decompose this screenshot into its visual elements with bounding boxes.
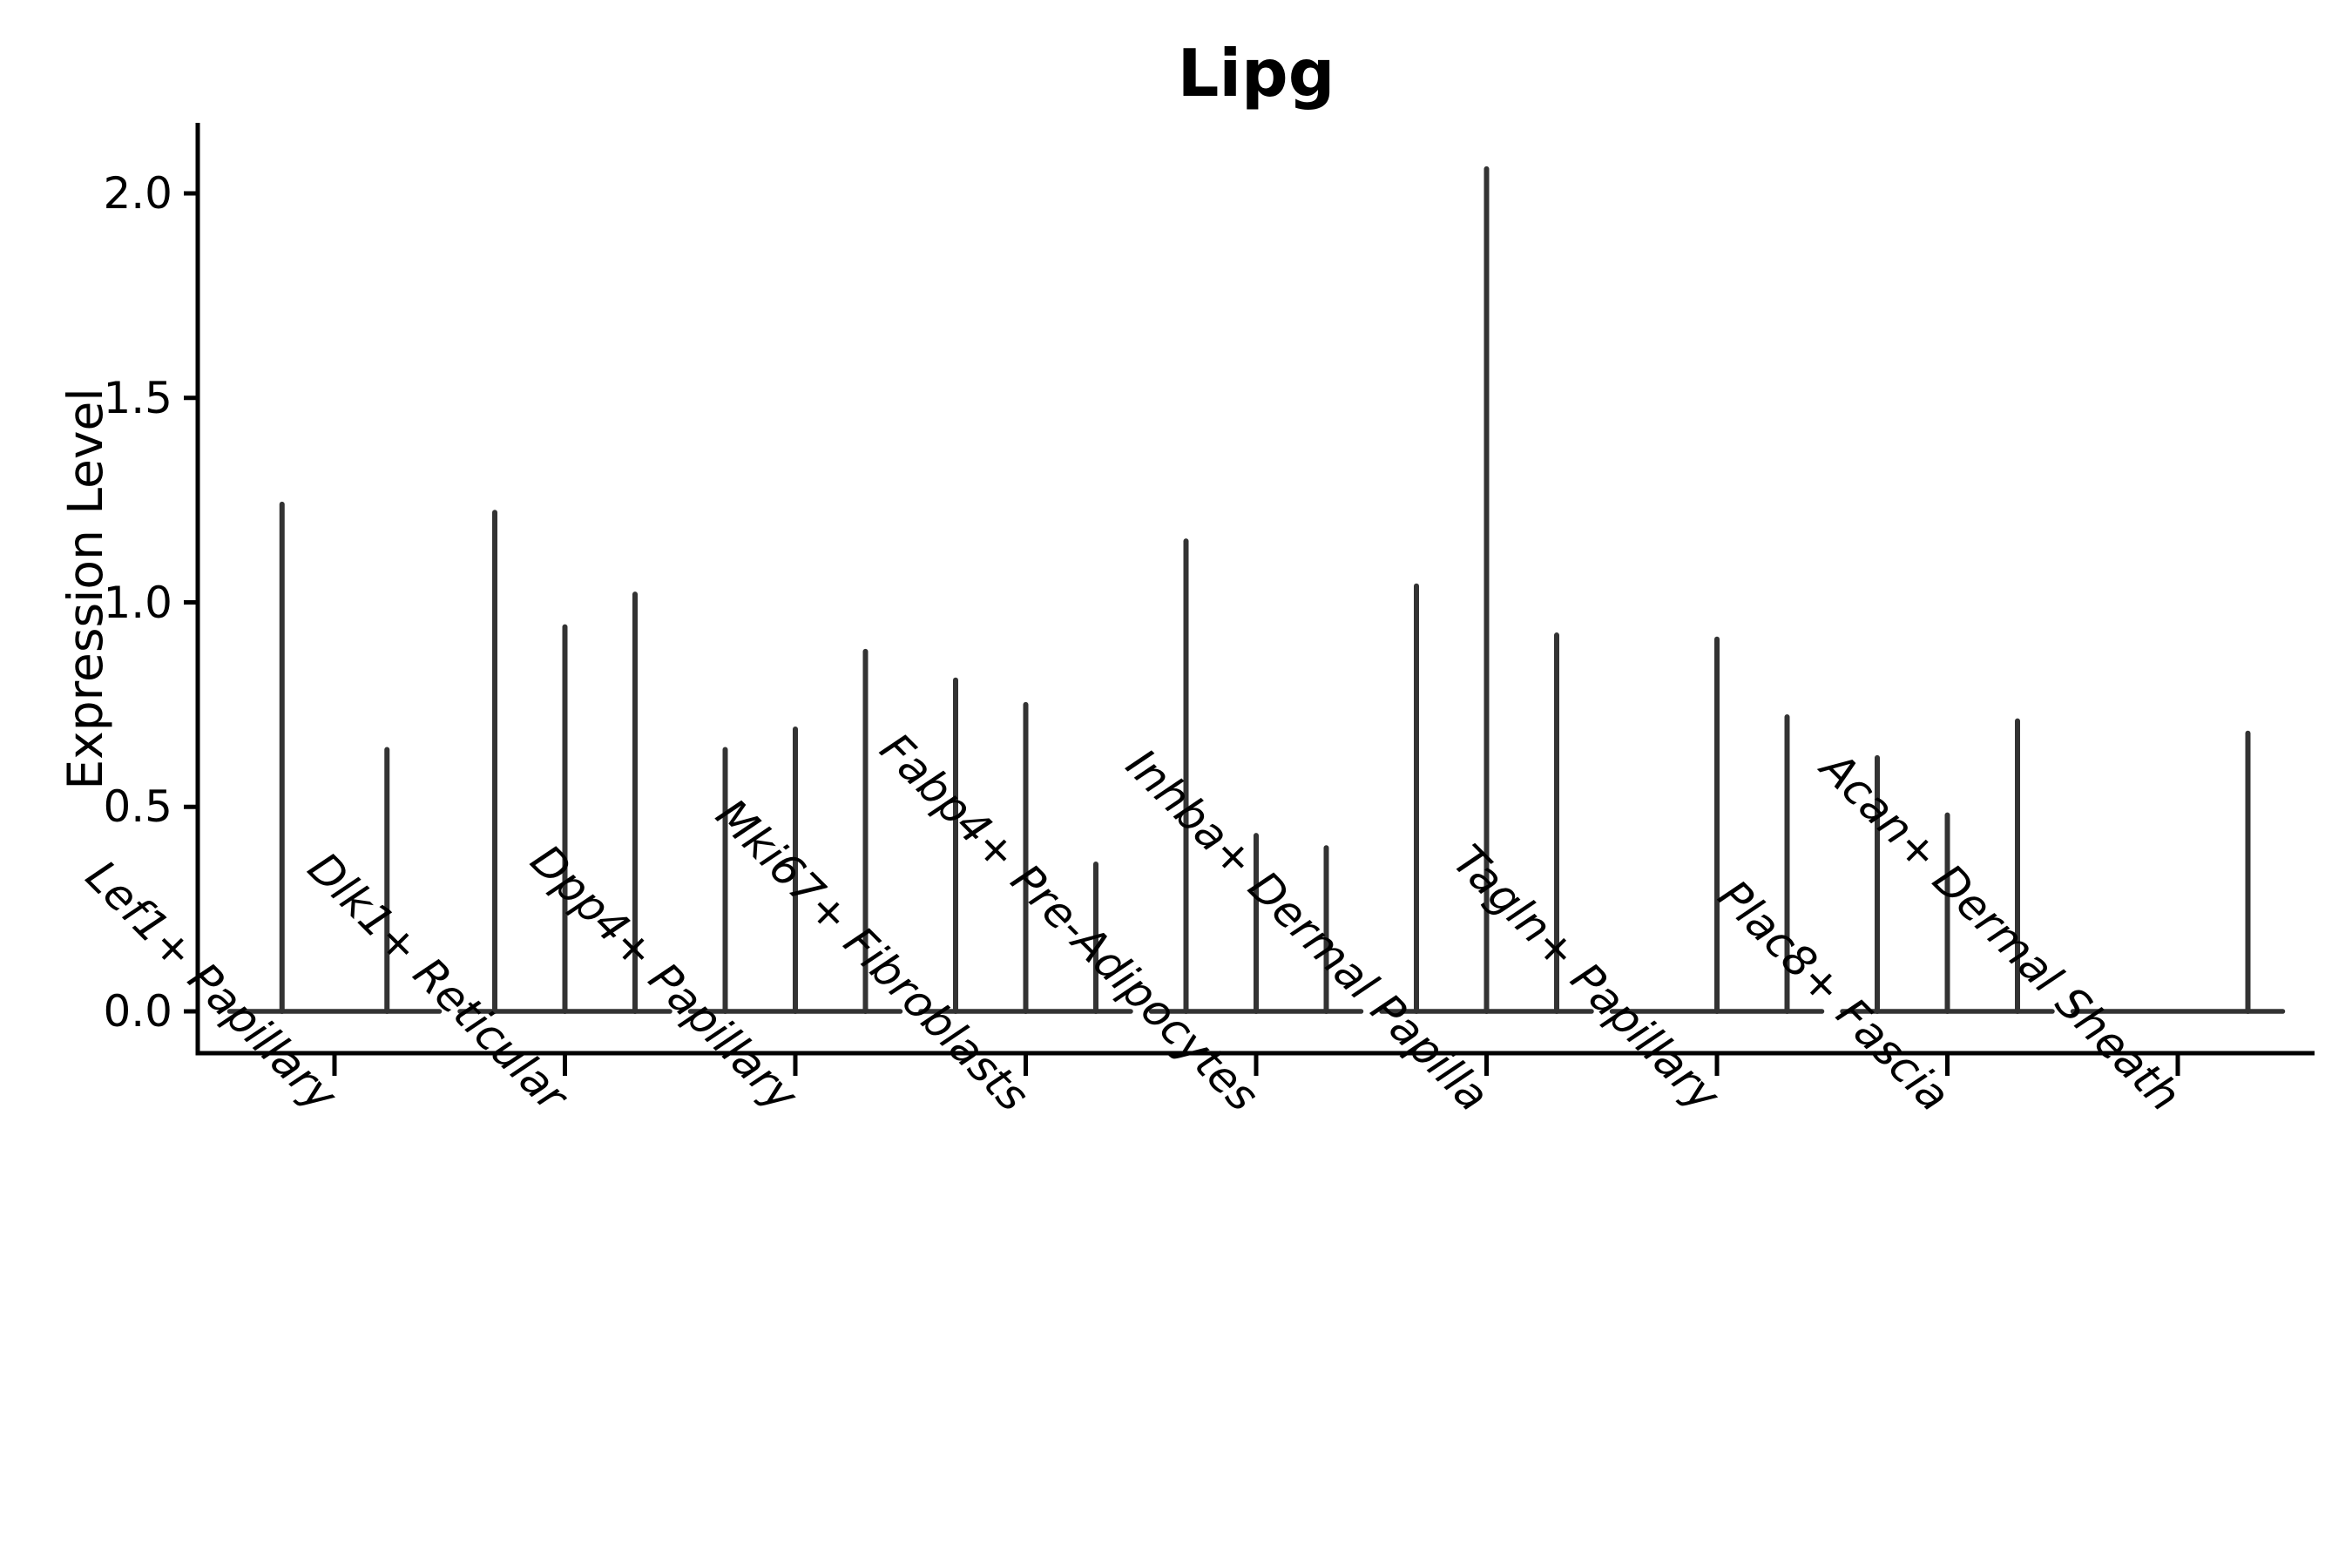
- y-tick-label: 1.5: [103, 372, 172, 423]
- chart-title: Lipg: [1177, 35, 1335, 112]
- y-tick-label: 1.0: [103, 577, 172, 628]
- y-tick-label: 0.0: [103, 986, 172, 1037]
- y-tick-label: 0.5: [103, 781, 172, 833]
- y-tick-label: 2.0: [103, 168, 172, 219]
